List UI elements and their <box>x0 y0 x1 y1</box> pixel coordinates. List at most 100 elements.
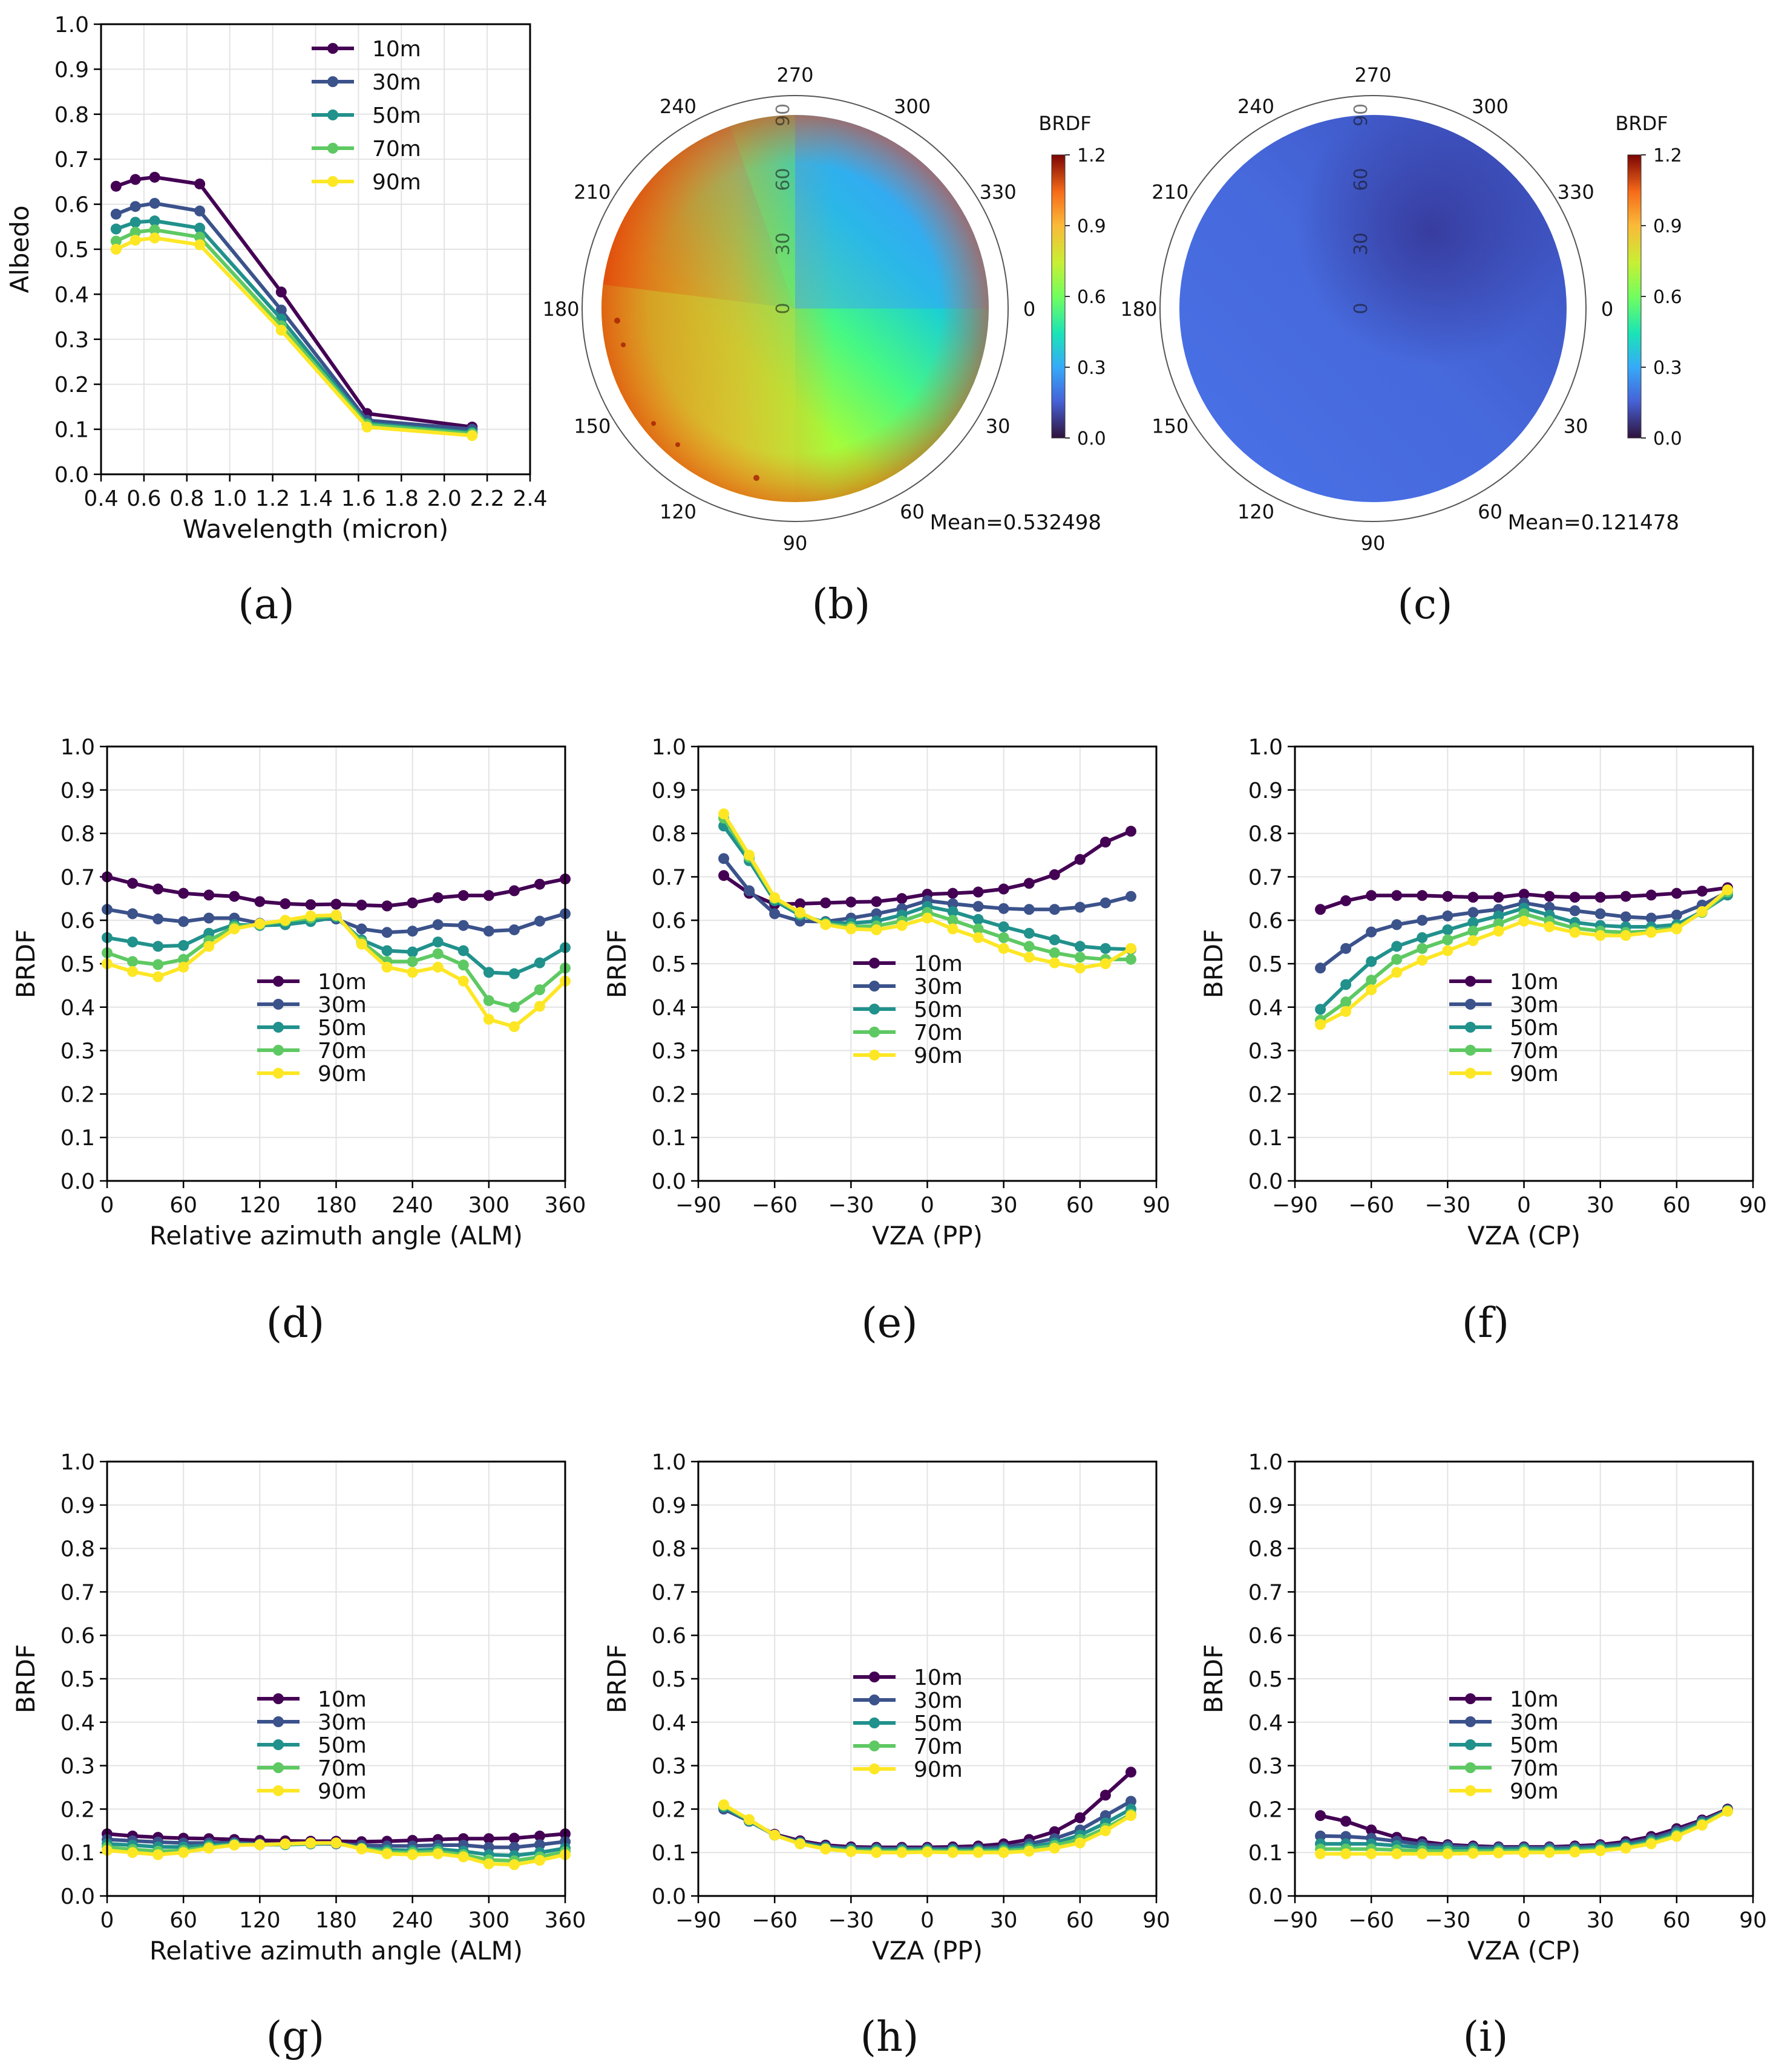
y-tick-label: 1.0 <box>1248 1450 1283 1475</box>
legend-marker-50m <box>327 109 338 120</box>
data-point-10m <box>129 174 141 185</box>
grid-lines <box>1294 746 1754 1181</box>
data-point-90m <box>407 1849 418 1860</box>
x-axis-label: Relative azimuth angle (ALM) <box>149 1221 523 1250</box>
y-tick-label: 1.0 <box>652 735 686 760</box>
angle-label: 210 <box>1152 181 1188 204</box>
data-point-90m <box>972 1847 984 1858</box>
data-point-10m <box>871 896 882 907</box>
x-tick-label: 1.4 <box>298 486 333 511</box>
data-point-30m <box>1023 904 1035 915</box>
data-point-30m <box>534 915 545 927</box>
data-point-90m <box>1645 1838 1657 1849</box>
legend-marker-50m <box>1465 1022 1476 1033</box>
x-tick-label: 1.0 <box>212 486 247 511</box>
data-point-90m <box>534 1855 545 1866</box>
data-point-30m <box>1315 962 1326 974</box>
colorbar-title: BRDF <box>1615 112 1668 135</box>
legend-marker-10m <box>273 976 284 987</box>
polar-heatmap-b <box>582 95 1009 522</box>
data-point-10m <box>152 883 164 895</box>
data-point-30m <box>110 208 122 220</box>
legend-marker-70m <box>869 1027 880 1038</box>
data-point-10m <box>947 887 958 899</box>
y-tick-label: 0.0 <box>652 1884 686 1909</box>
data-point-10m <box>1544 891 1555 902</box>
legend-label-10m: 10m <box>1510 970 1559 995</box>
data-point-90m <box>1722 1805 1733 1817</box>
colorbar-tick-label: 0.3 <box>1077 358 1106 379</box>
y-tick-label: 0.4 <box>61 996 95 1021</box>
legend-label-30m: 30m <box>318 993 367 1018</box>
data-point-30m <box>152 913 164 925</box>
y-ticks: 0.0 0.1 0.2 0.3 0.4 0.5 0.6 0.7 0.8 0.9 1.0 <box>61 1450 107 1909</box>
y-tick-label: 0.7 <box>1248 1580 1283 1605</box>
y-tick-label: 0.5 <box>652 952 686 977</box>
angle-label: 180 <box>542 298 579 321</box>
y-tick-label: 0.8 <box>61 1537 95 1562</box>
data-point-90m <box>1340 1848 1352 1860</box>
angle-label: 90 <box>1361 532 1386 555</box>
data-point-30m <box>1125 891 1136 902</box>
colorbar <box>1627 154 1642 439</box>
y-tick-label: 0.7 <box>1248 865 1283 890</box>
data-point-90m <box>229 923 240 935</box>
y-tick-label: 0.4 <box>1248 996 1283 1021</box>
y-ticks: 0.0 0.1 0.2 0.3 0.4 0.5 0.6 0.7 0.8 0.9 1.0 <box>61 735 107 1194</box>
data-point-70m <box>149 224 160 236</box>
x-tick-label: 0.4 <box>84 486 118 511</box>
x-tick-label: −60 <box>1348 1193 1394 1218</box>
x-axis-label: Wavelength (micron) <box>183 514 449 544</box>
data-point-50m <box>1315 1004 1326 1015</box>
data-point-50m <box>432 936 444 948</box>
data-point-90m <box>1023 1846 1035 1857</box>
axes-frame <box>697 1460 1158 1897</box>
data-point-90m <box>508 1021 520 1033</box>
data-point-90m <box>381 1848 393 1860</box>
data-point-90m <box>1391 1848 1403 1860</box>
x-ticks: 0 60 120 180 240 300 360 <box>100 1181 586 1218</box>
data-point-90m <box>203 1843 215 1854</box>
y-tick-label: 0.1 <box>1248 1841 1283 1866</box>
y-tick-label: 0.6 <box>61 909 95 933</box>
data-point-10m <box>534 878 545 890</box>
data-point-10m <box>1493 892 1504 903</box>
x-ticks: 0.4 0.6 0.8 1.0 1.2 1.4 1.6 1.8 2.0 2.2 2.4 <box>84 474 548 511</box>
data-point-50m <box>129 217 141 228</box>
data-point-30m <box>432 919 444 930</box>
data-point-50m <box>178 940 189 951</box>
data-point-10m <box>508 1832 520 1844</box>
data-point-90m <box>820 1843 831 1855</box>
angle-label: 150 <box>574 415 611 438</box>
data-point-50m <box>194 223 206 234</box>
data-point-90m <box>508 1859 520 1871</box>
x-tick-label: 0 <box>920 1908 934 1933</box>
legend-label-70m: 70m <box>1510 1756 1559 1781</box>
data-point-90m <box>229 1839 240 1851</box>
legend-label-50m: 50m <box>372 103 421 128</box>
y-tick-label: 1.0 <box>652 1450 686 1475</box>
y-tick-label: 0.2 <box>61 1797 95 1822</box>
data-point-90m <box>467 430 478 442</box>
data-point-50m <box>1074 941 1086 952</box>
data-point-90m <box>330 909 342 921</box>
data-point-70m <box>998 932 1009 943</box>
data-point-10m <box>1099 1789 1111 1801</box>
panel-label-a: (a) <box>238 581 295 629</box>
data-point-70m <box>1023 941 1035 952</box>
data-point-50m <box>483 967 494 978</box>
x-tick-label: 30 <box>1587 1908 1614 1933</box>
legend-label-30m: 30m <box>318 1710 367 1735</box>
data-point-70m <box>432 948 444 959</box>
x-tick-label: 90 <box>1142 1908 1170 1933</box>
y-tick-label: 1.0 <box>1248 735 1283 760</box>
data-point-30m <box>457 920 469 931</box>
angle-label: 60 <box>1478 500 1502 523</box>
data-point-50m <box>972 913 984 925</box>
data-point-10m <box>1671 887 1682 899</box>
data-point-70m <box>457 959 469 971</box>
data-point-50m <box>1442 924 1453 935</box>
grid-lines <box>106 1461 566 1897</box>
x-tick-label: 60 <box>1663 1193 1691 1218</box>
legend-label-70m: 70m <box>1510 1039 1559 1064</box>
